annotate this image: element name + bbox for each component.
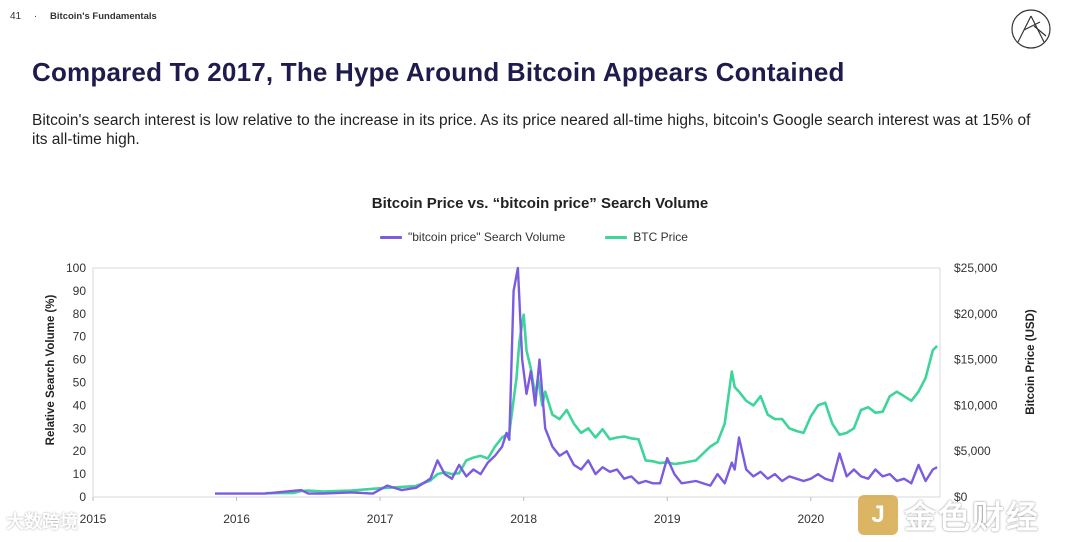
legend-label-price: BTC Price [633, 230, 688, 244]
chart-series [215, 266, 939, 495]
series-line-search-volume [215, 266, 938, 495]
chart-title: Bitcoin Price vs. “bitcoin price” Search… [371, 195, 709, 212]
y-tick-label: 70 [73, 330, 87, 344]
y2-axis-label: Bitcoin Price (USD) [1025, 309, 1037, 415]
page-number: 41 [10, 11, 22, 22]
x-tick-label: 2015 [80, 512, 107, 526]
page-title: Compared To 2017, The Hype Around Bitcoi… [32, 57, 845, 87]
y-tick-label: 90 [73, 284, 87, 298]
legend-swatch-search [380, 235, 402, 239]
section-name: Bitcoin's Fundamentals [50, 11, 157, 22]
plot-frame [92, 267, 941, 498]
x-tick-label: 2016 [223, 512, 250, 526]
watermark-left: 大数跨境 [6, 512, 78, 532]
y-tick-label: 10 [73, 467, 87, 481]
legend-swatch-price [605, 235, 628, 239]
series-line-btc-price [265, 313, 939, 495]
watermark-badge: J [858, 495, 898, 535]
watermark-right: J 金色财经 [858, 492, 1040, 538]
legend-item-search: "bitcoin price" Search Volume [380, 230, 565, 244]
y-tick-label: 60 [73, 353, 87, 367]
y-tick-label: 80 [73, 307, 87, 321]
y2-tick-label: $15,000 [954, 353, 998, 367]
y-tick-label: 0 [79, 490, 86, 504]
y2-tick-label: $0 [954, 490, 968, 504]
watermark-text: 金色财经 [904, 499, 1041, 535]
legend-label-search: "bitcoin price" Search Volume [408, 230, 566, 244]
chart-axes: 0 10 20 30 40 50 60 70 80 90 100 $0 $5,000 $10,000 $15… [66, 261, 998, 526]
chart-legend: "bitcoin price" Search Volume BTC Price [380, 230, 688, 244]
y2-tick-label: $5,000 [954, 444, 991, 458]
y2-tick-label: $20,000 [954, 307, 998, 321]
y-tick-label: 20 [73, 444, 87, 458]
x-tick-label: 2017 [367, 512, 394, 526]
page-subtitle: Bitcoin's search interest is low relativ… [32, 112, 1031, 148]
y-tick-label: 50 [73, 376, 87, 390]
y-tick-label: 30 [73, 421, 87, 435]
x-tick-label: 2020 [797, 512, 824, 526]
y-axis-label: Relative Search Volume (%) [45, 295, 57, 446]
y2-tick-label: $25,000 [954, 261, 998, 275]
header-separator: · [33, 11, 38, 22]
y-tick-label: 40 [73, 398, 87, 412]
slide-header: 41 · Bitcoin's Fundamentals [10, 11, 157, 22]
x-tick-label: 2018 [510, 512, 537, 526]
x-tick-label: 2019 [654, 512, 681, 526]
ark-logo-icon [1011, 9, 1051, 49]
legend-item-price: BTC Price [605, 230, 688, 244]
y2-tick-label: $10,000 [954, 398, 998, 412]
y-tick-label: 100 [66, 261, 86, 275]
